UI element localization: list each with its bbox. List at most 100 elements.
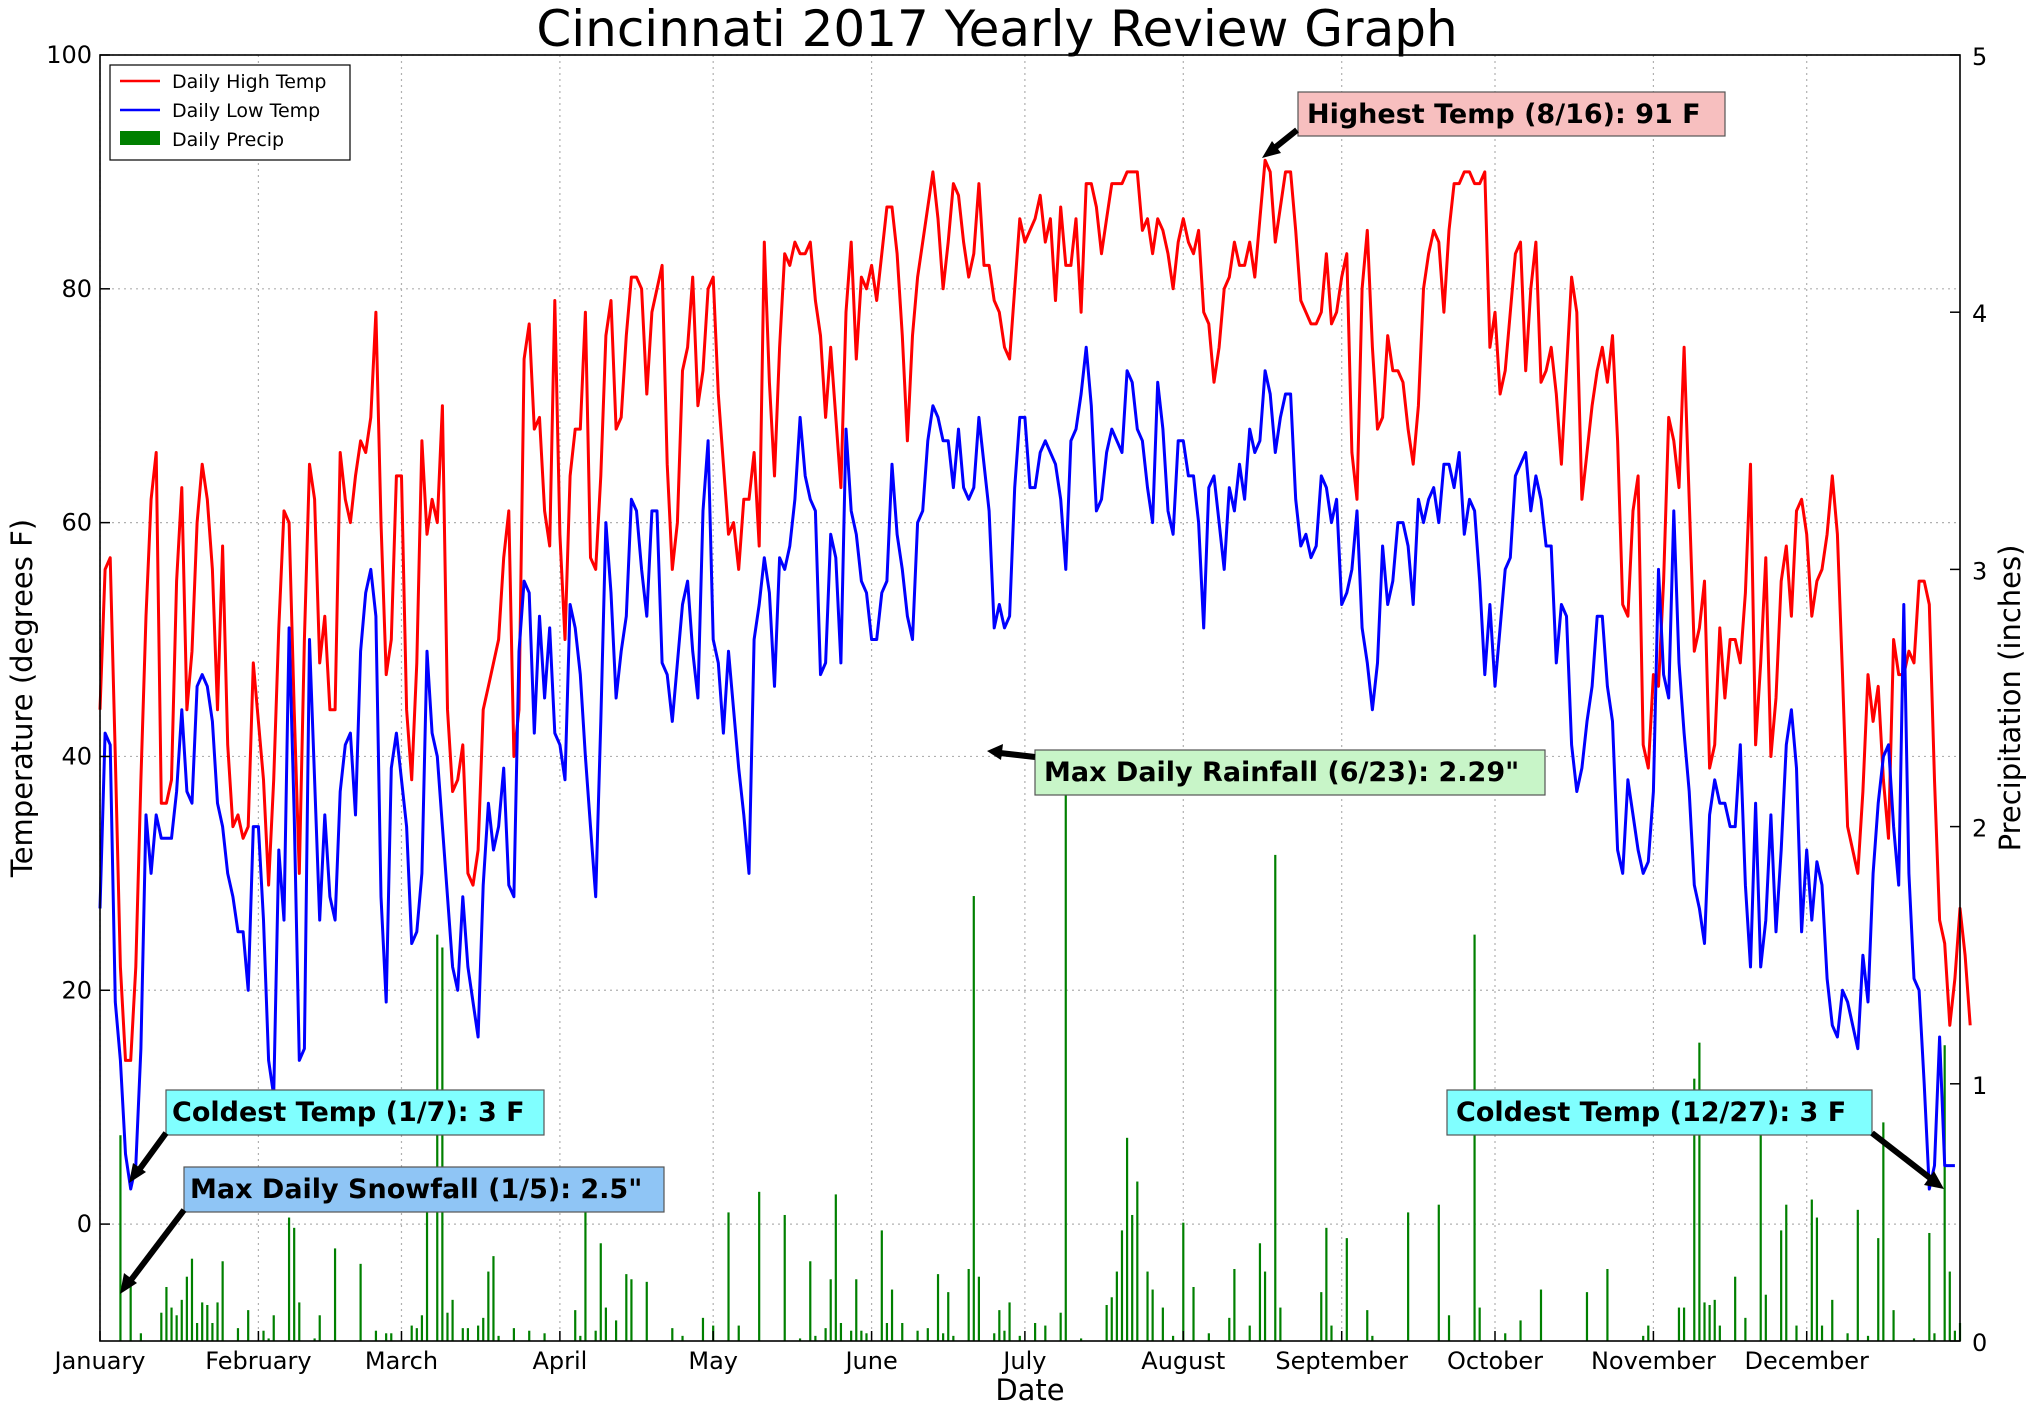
y-tick-label-4: 80 — [61, 275, 92, 303]
precip-bar — [1136, 1181, 1139, 1341]
annotation-coldest-dec-arrowhead — [1924, 1171, 1944, 1189]
precip-bar — [1892, 1310, 1895, 1341]
precip-bar — [1820, 1325, 1824, 1341]
chart-title: Cincinnati 2017 Yearly Review Graph — [536, 0, 1457, 58]
precip-bar — [119, 1135, 122, 1341]
y-tick-label-1: 20 — [61, 976, 92, 1004]
precip-bar — [175, 1315, 178, 1341]
precip-bar — [206, 1304, 209, 1341]
precip-bar — [185, 1276, 188, 1341]
precip-bar — [1115, 1271, 1118, 1341]
y2-tick-label-5: 5 — [1972, 43, 1987, 71]
precip-bar — [487, 1271, 490, 1341]
precip-bar — [1795, 1325, 1798, 1341]
precip-bar — [1248, 1325, 1251, 1341]
precip-bar — [599, 1243, 602, 1341]
annotation-rainfall-arrow — [999, 750, 1036, 760]
precip-bar — [1933, 1333, 1936, 1341]
precip-bar — [410, 1325, 413, 1341]
precip-bar — [415, 1328, 418, 1341]
precip-bar — [1371, 1335, 1374, 1341]
precip-bar — [947, 1292, 950, 1341]
precip-bar — [180, 1299, 183, 1341]
precip-bar — [1912, 1338, 1916, 1341]
precip-bar — [221, 1261, 224, 1341]
precip-bar — [1258, 1243, 1262, 1341]
annotation-rainfall-box — [1034, 749, 1546, 796]
precip-bar — [1642, 1335, 1645, 1341]
x-tick-label-11: December — [1744, 1347, 1869, 1375]
x-tick-label-5: June — [843, 1347, 897, 1375]
precip-bar — [466, 1328, 470, 1341]
precip-bar — [528, 1330, 531, 1341]
precip-bar — [584, 1207, 587, 1341]
precip-bar — [461, 1328, 464, 1341]
precip-bar — [952, 1335, 955, 1341]
precip-bar — [865, 1333, 868, 1341]
precip-bar — [190, 1258, 194, 1341]
precip-bar — [1682, 1307, 1686, 1341]
precip-bar — [170, 1307, 173, 1341]
precip-bar — [1780, 1230, 1783, 1341]
precip-bar — [1846, 1333, 1849, 1341]
precip-bar — [1325, 1227, 1328, 1341]
precip-bar — [758, 1191, 761, 1341]
precip-bar — [1647, 1325, 1650, 1341]
precip-bar — [441, 947, 444, 1341]
precip-bar — [313, 1338, 316, 1341]
precip-bar — [1713, 1299, 1716, 1341]
precip-bar — [814, 1335, 817, 1341]
precip-bar — [1606, 1268, 1609, 1341]
precip-bar — [1718, 1325, 1721, 1341]
precip-bar — [272, 1315, 275, 1341]
annotation-rainfall-arrowhead — [987, 744, 1003, 760]
left-y-ticks: 0 20 40 60 80 100 — [46, 41, 110, 1238]
annotation-coldest-jan-box — [165, 1089, 545, 1136]
precip-bar — [1131, 1214, 1134, 1341]
precip-bar — [671, 1328, 674, 1341]
precip-bar — [1279, 1307, 1282, 1341]
plot-frame — [99, 54, 1961, 1342]
precip-bar — [1831, 1299, 1834, 1341]
precip-bar — [293, 1227, 296, 1341]
precip-bar — [1003, 1330, 1006, 1341]
annotation-highest-box — [1297, 91, 1726, 137]
annotation-coldest-dec-box — [1446, 1089, 1873, 1136]
y2-tick-label-0: 0 — [1972, 1329, 1987, 1357]
x-tick-label-9: October — [1447, 1347, 1543, 1375]
precip-bar — [993, 1333, 996, 1341]
precip-bar — [1519, 1320, 1522, 1341]
annotation-highest-text: Highest Temp (8/16): 91 F — [1307, 99, 1701, 130]
temp-lines — [98, 158, 1972, 1191]
precip-bar — [247, 1310, 250, 1341]
precip-bar — [1079, 1338, 1083, 1341]
precip-bar — [1585, 1292, 1589, 1341]
annotation-coldest-jan-text: Coldest Temp (1/7): 3 F — [172, 1097, 525, 1128]
precip-bar — [1764, 1294, 1767, 1341]
precip-bar — [824, 1328, 827, 1341]
precip-bar — [1539, 1289, 1543, 1341]
x-tick-label-6: July — [1001, 1347, 1046, 1375]
precip-bar — [216, 1302, 219, 1341]
precip-bar — [492, 1256, 495, 1341]
precip-bar — [1473, 934, 1476, 1341]
precip-bar — [630, 1279, 633, 1341]
precip-bar — [1708, 1304, 1711, 1341]
precip-bar — [195, 1322, 199, 1341]
precip-bar — [1866, 1335, 1870, 1341]
precip-bar — [1008, 1302, 1011, 1341]
series-line-low — [98, 345, 1955, 1191]
precip-bar — [446, 1312, 449, 1341]
precip-bar — [477, 1325, 480, 1341]
precip-bar — [451, 1299, 454, 1341]
y-tick-label-5: 100 — [46, 41, 92, 69]
annotation-coldest-dec-arrow — [1870, 1130, 1932, 1181]
legend-label-high: Daily High Temp — [172, 71, 326, 93]
precip-bar — [1698, 1042, 1701, 1341]
precip-bar — [1120, 1230, 1124, 1341]
x-tick-label-4: May — [688, 1347, 738, 1375]
precip-bar — [1044, 1325, 1047, 1341]
precip-bar — [681, 1335, 684, 1341]
precip-bar — [267, 1338, 270, 1341]
